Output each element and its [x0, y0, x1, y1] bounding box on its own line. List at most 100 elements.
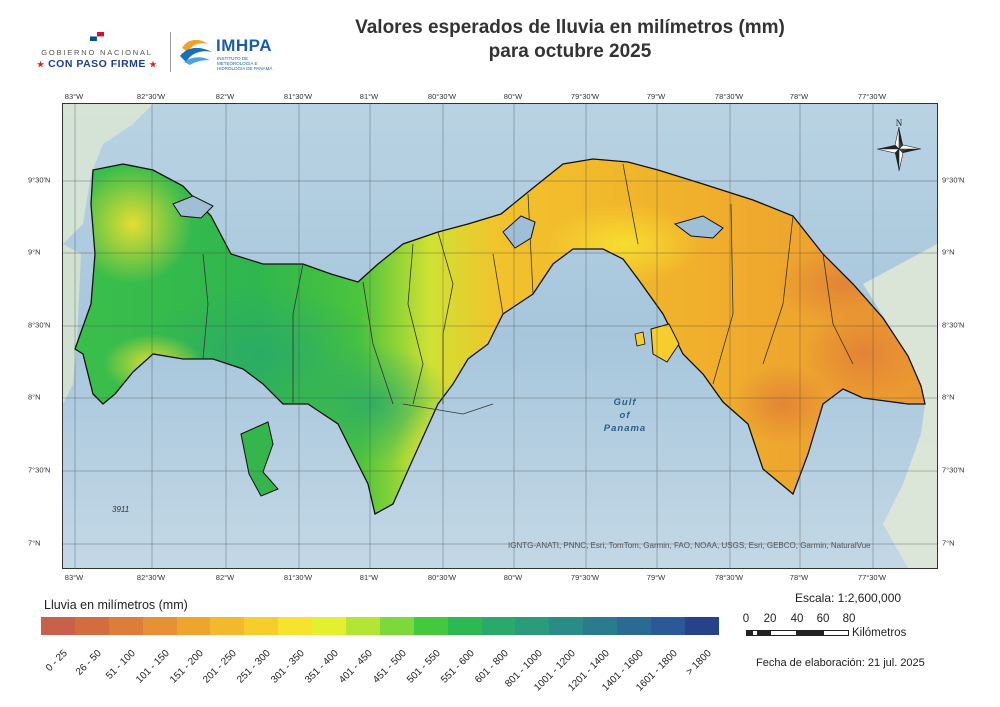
isla-del-rey: [650, 323, 680, 363]
legend-label: 251 - 300: [235, 648, 274, 686]
lon-top-6: 80°30'W: [427, 92, 457, 101]
title-line1: Valores esperados de lluvia en milímetro…: [355, 17, 785, 38]
lon-top-2: 82°30'W: [136, 92, 166, 101]
map-title: Valores esperados de lluvia en milímetro…: [250, 16, 890, 64]
lat-left-1: 9°30'N: [28, 175, 51, 185]
costa-rica-land: [63, 244, 81, 404]
legend-swatch: [413, 617, 448, 635]
gobierno-line2: ★ CON PASO FIRME ★: [37, 58, 157, 70]
scale-label: Escala: 1:2,600,000: [795, 591, 902, 605]
lat-left-4: 8°N: [28, 392, 41, 402]
scale-tick-20: 20: [763, 613, 777, 625]
lon-bottom-11: 78°W: [789, 573, 809, 582]
imhpa-wave-icon: [180, 39, 212, 65]
legend-label: 451 - 500: [371, 648, 409, 686]
lat-right-4: 8°N: [942, 392, 955, 402]
scale-segment: [797, 630, 823, 636]
legend-swatch: [379, 617, 414, 635]
gobierno-line1: GOBIERNO NACIONAL: [41, 48, 153, 57]
legend-swatch: [108, 617, 143, 635]
legend-swatch: [176, 617, 211, 635]
lat-left-6: 7°N: [28, 538, 41, 548]
legend-label: 51 - 100: [103, 648, 138, 682]
lon-bottom-8: 79°30'W: [570, 573, 600, 582]
lon-bottom-1: 83°W: [64, 573, 84, 582]
north-label: N: [896, 118, 903, 128]
legend-label: 351 - 400: [303, 648, 341, 686]
scale-segment: [746, 630, 752, 636]
lon-top-11: 78°W: [789, 92, 809, 101]
scale-units: Kilómetros: [852, 627, 907, 639]
province-borders: [202, 163, 854, 415]
lon-top-5: 81°W: [359, 92, 379, 101]
lat-left-2: 9°N: [28, 247, 41, 257]
legend-labels: 0 - 25 26 - 50 51 - 100 101 - 150 151 - 200 2…: [41, 640, 731, 700]
north-arrow-icon: [876, 126, 922, 172]
legend-label: > 1800: [684, 648, 714, 678]
lon-top-8: 79°30'W: [570, 92, 600, 101]
lat-right-3: 8°30'N: [942, 320, 965, 330]
lon-bottom-12: 77°30'W: [857, 573, 887, 582]
scale-tick-0: 0: [742, 613, 750, 625]
legend-swatch: [684, 617, 719, 635]
panama-flag-icon: [90, 32, 104, 41]
lon-top-4: 81°30'W: [283, 92, 313, 101]
scale-tick-80: 80: [842, 613, 856, 625]
lon-top-3: 82°W: [215, 92, 235, 101]
legend-label: 101 - 150: [133, 648, 172, 686]
legend-swatch: [346, 617, 380, 635]
lon-bottom-4: 81°30'W: [283, 573, 313, 582]
legend-swatch: [278, 617, 313, 635]
lon-bottom-6: 80°30'W: [427, 573, 457, 582]
imhpa-logo: IMHPA INSTITUTO DE METEOROLOGÍA E HIDROL…: [178, 34, 272, 71]
map-canvas: N: [63, 104, 937, 568]
legend-label: 151 - 200: [167, 648, 206, 686]
legend-swatch: [583, 617, 618, 635]
scale-bar: 0 20 40 60 80 Kilómetros: [740, 612, 940, 642]
lon-bottom-3: 82°W: [215, 573, 235, 582]
fecha-elaboracion: Fecha de elaboración: 21 jul. 2025: [756, 657, 925, 669]
legend-swatch: [312, 617, 347, 635]
colombia-land: [863, 244, 937, 568]
legend-label: 301 - 350: [269, 648, 308, 686]
scale-segment: [823, 630, 849, 636]
legend-swatch: [210, 617, 245, 635]
legend-swatch: [651, 617, 685, 635]
lon-top-9: 79°W: [646, 92, 666, 101]
scale-tick-40: 40: [790, 613, 804, 625]
gulf-of-panama-label: Gulf of Panama: [603, 397, 647, 434]
lon-bottom-10: 78°30'W: [714, 573, 744, 582]
lon-top-1: 83°W: [64, 92, 84, 101]
costa-rica-coast: [63, 104, 153, 244]
legend-swatch: [74, 617, 109, 635]
legend-swatch: [142, 617, 177, 635]
map-attribution: IGNTG-ANATI, PNNC, Esri, TomTom, Garmin,…: [508, 541, 871, 550]
legend-swatch: [447, 617, 482, 635]
graticule: [63, 104, 937, 568]
isla-coiba: [240, 421, 279, 497]
lon-bottom-2: 82°30'W: [136, 573, 166, 582]
laguna-chiriqui: [172, 195, 214, 219]
lat-right-6: 7°N: [942, 538, 955, 548]
gobierno-nacional-logo: GOBIERNO NACIONAL ★ CON PASO FIRME ★: [32, 30, 162, 70]
lago-bayano: [673, 215, 724, 239]
legend-swatch: [515, 617, 550, 635]
legend-swatch: [549, 617, 584, 635]
lon-top-7: 80°W: [503, 92, 523, 101]
map-frame[interactable]: N: [62, 103, 938, 569]
scale-segment: [770, 630, 797, 636]
lon-top-12: 77°30'W: [857, 92, 887, 101]
legend-swatch: [617, 617, 652, 635]
legend-title: Lluvia en milímetros (mm): [44, 598, 188, 612]
legend-swatch: [481, 617, 516, 635]
legend-label: 201 - 250: [201, 648, 240, 686]
legend-label: 0 - 25: [43, 648, 70, 674]
legend-color-bar: [41, 617, 719, 635]
lago-gatun: [502, 215, 536, 249]
scale-segment: [758, 630, 770, 636]
isla-san-jose: [634, 331, 646, 347]
scale-tick-60: 60: [816, 613, 830, 625]
legend-label: 551 - 600: [438, 648, 477, 686]
legend-label: 401 - 450: [337, 648, 375, 686]
logo-divider: [170, 32, 171, 72]
